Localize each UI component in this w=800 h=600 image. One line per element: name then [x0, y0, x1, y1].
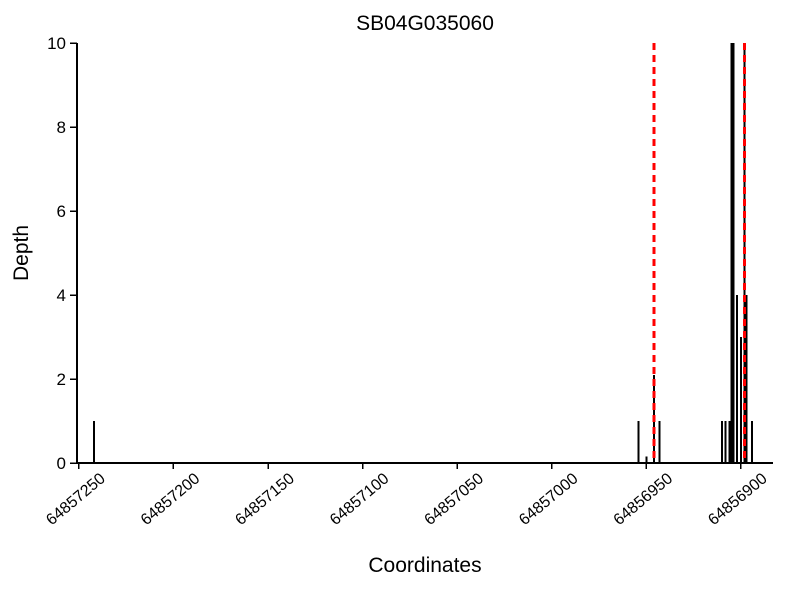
- y-tick-label: 0: [57, 454, 66, 473]
- y-tick-label: 10: [47, 34, 66, 53]
- y-axis-label: Depth: [10, 224, 33, 282]
- x-tick-label: 64857100: [327, 470, 393, 529]
- x-tick-label: 64857200: [138, 470, 204, 529]
- x-axis-label: Coordinates: [368, 554, 482, 577]
- chart-title: SB04G035060: [356, 12, 494, 35]
- x-tick-label: 64856950: [611, 470, 677, 529]
- y-tick-label: 6: [57, 202, 66, 221]
- x-tick-label: 64856900: [705, 470, 771, 529]
- x-tick-label: 64857000: [516, 470, 582, 529]
- y-tick-label: 4: [57, 286, 66, 305]
- x-tick-label: 64857250: [43, 470, 109, 529]
- x-tick-label: 64857050: [422, 470, 488, 529]
- y-tick-label: 8: [57, 118, 66, 137]
- y-tick-label: 2: [57, 370, 66, 389]
- x-tick-label: 64857150: [232, 470, 298, 529]
